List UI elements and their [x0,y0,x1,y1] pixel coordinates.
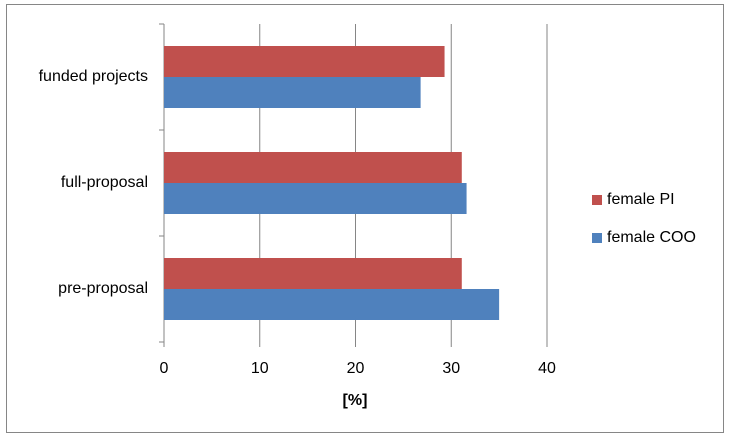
legend-label: female PI [607,191,675,208]
bar [164,46,445,77]
x-tick-label: 20 [347,360,365,377]
y-tick-label: full-proposal [61,174,148,191]
bar [164,258,462,289]
y-tick-label: funded projects [39,68,148,85]
bar [164,152,462,183]
x-tick-label: 40 [538,360,556,377]
y-tick-label: pre-proposal [58,280,148,297]
x-axis-title: [%] [343,392,368,409]
x-tick-label: 10 [251,360,269,377]
x-tick-label: 30 [442,360,460,377]
bar [164,289,500,320]
legend-swatch [592,195,602,205]
bar [164,77,421,108]
x-tick-label: 0 [160,360,169,377]
bar [164,183,467,214]
legend-swatch [592,233,602,243]
legend-label: female COO [607,229,696,246]
